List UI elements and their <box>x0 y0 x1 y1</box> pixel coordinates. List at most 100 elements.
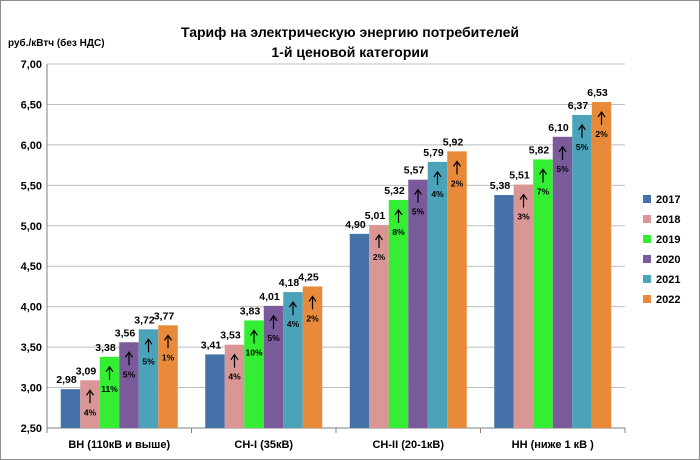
y-tick-label: 4,00 <box>21 302 42 314</box>
legend-label: 2021 <box>656 274 680 286</box>
value-label: 3,56 <box>115 327 136 339</box>
value-label: 4,25 <box>298 271 319 283</box>
value-label: 6,53 <box>587 87 608 99</box>
growth-arrowhead <box>269 314 278 322</box>
growth-percent-label: 4% <box>228 372 241 382</box>
value-label: 3,41 <box>201 339 222 351</box>
growth-percent-label: 8% <box>392 227 405 237</box>
legend-swatch-2020 <box>643 255 651 263</box>
legend-label: 2022 <box>656 294 680 306</box>
growth-arrowhead <box>105 365 114 373</box>
growth-percent-label: 2% <box>373 252 386 262</box>
bar-2019 <box>244 320 264 428</box>
growth-percent-label: 3% <box>517 212 530 222</box>
growth-arrowhead <box>539 168 547 175</box>
growth-arrowhead <box>519 193 528 200</box>
value-label: 4,18 <box>279 277 300 289</box>
value-label: 3,09 <box>76 365 97 377</box>
legend-swatch-2019 <box>643 235 651 243</box>
y-tick-label: 7,00 <box>21 59 42 71</box>
bar-2018 <box>513 184 534 428</box>
bar-2022 <box>447 151 467 429</box>
growth-percent-label: 1% <box>162 352 175 362</box>
growth-percent-label: 2% <box>595 129 608 139</box>
value-label: 3,83 <box>240 305 261 317</box>
growth-arrowhead <box>433 170 442 178</box>
bar-2020 <box>408 179 428 428</box>
growth-percent-label: 4% <box>84 407 97 417</box>
bar-2020 <box>552 136 573 429</box>
growth-percent-label: 5% <box>142 356 155 366</box>
growth-arrowhead <box>230 353 239 361</box>
category-label: СН-II (20-1кВ) <box>372 439 444 451</box>
value-label: 4,90 <box>345 219 366 231</box>
growth-arrowhead <box>558 145 567 153</box>
category-label: НН (ниже 1 кВ ) <box>512 439 595 451</box>
value-label: 5,92 <box>443 136 464 148</box>
category-label: ВН (110кВ и выше) <box>68 439 170 451</box>
y-tick-label: 4,50 <box>21 261 42 273</box>
growth-percent-label: 4% <box>431 189 444 199</box>
growth-percent-label: 5% <box>412 207 425 217</box>
legend-label: 2020 <box>656 254 680 266</box>
bar-2020 <box>119 342 139 428</box>
bar-2020 <box>263 305 284 428</box>
growth-arrowhead <box>144 338 153 345</box>
y-tick-label: 3,50 <box>21 342 42 354</box>
value-label: 3,72 <box>134 314 155 326</box>
y-tick-label: 5,00 <box>21 221 42 233</box>
growth-percent-label: 11% <box>101 384 118 394</box>
growth-arrowhead <box>86 389 94 396</box>
growth-arrowhead <box>289 301 297 308</box>
bar-2018 <box>224 344 245 428</box>
value-label: 5,79 <box>423 147 444 159</box>
growth-arrowhead <box>414 188 422 196</box>
growth-arrowhead <box>250 329 258 336</box>
value-label: 4,01 <box>259 291 280 303</box>
legend-label: 2018 <box>656 214 680 226</box>
y-tick-label: 5,50 <box>21 180 42 192</box>
growth-arrowhead <box>125 351 133 358</box>
bar-2019 <box>388 199 409 428</box>
growth-percent-label: 5% <box>123 369 136 379</box>
legend-swatch-2017 <box>643 195 651 203</box>
growth-arrowhead <box>394 208 403 216</box>
y-tick-label: 6,50 <box>21 99 42 111</box>
bar-2021 <box>138 329 159 428</box>
value-label: 6,10 <box>548 122 569 134</box>
growth-percent-label: 5% <box>267 333 280 343</box>
value-label: 5,01 <box>365 210 386 222</box>
value-label: 2,98 <box>56 374 77 386</box>
value-label: 3,53 <box>220 330 241 342</box>
growth-percent-label: 10% <box>245 347 262 357</box>
bar-2017 <box>349 233 370 428</box>
legend-swatch-2022 <box>643 295 651 303</box>
bar-2019 <box>533 159 553 428</box>
chart-title-line2: 1-й ценовой категории <box>271 44 429 60</box>
y-tick-label: 2,50 <box>21 423 42 435</box>
growth-percent-label: 5% <box>556 164 569 174</box>
legend-label: 2019 <box>656 234 680 246</box>
bar-2019 <box>99 356 120 428</box>
legend-swatch-2021 <box>643 275 651 283</box>
chart-title-line1: Тариф на электрическую энергию потребите… <box>181 24 519 40</box>
bar-2022 <box>591 102 612 429</box>
value-label: 3,77 <box>154 310 175 322</box>
bar-2021 <box>283 292 303 428</box>
category-label: СН-I (35кВ) <box>234 439 293 451</box>
y-axis-unit-label: руб./кВтч (без НДС) <box>8 38 105 49</box>
bar-2022 <box>302 286 323 428</box>
growth-arrowhead <box>597 110 606 118</box>
value-label: 5,51 <box>509 170 530 182</box>
growth-arrowhead <box>308 295 317 302</box>
growth-arrowhead <box>578 123 586 131</box>
growth-percent-label: 2% <box>306 313 319 323</box>
legend-swatch-2018 <box>643 215 651 223</box>
bar-2021 <box>572 114 592 429</box>
growth-percent-label: 4% <box>287 319 300 329</box>
value-label: 5,82 <box>529 144 550 156</box>
bar-2021 <box>427 161 448 428</box>
bar-2017 <box>60 389 81 428</box>
growth-arrowhead <box>164 334 172 341</box>
value-label: 5,32 <box>384 185 405 197</box>
